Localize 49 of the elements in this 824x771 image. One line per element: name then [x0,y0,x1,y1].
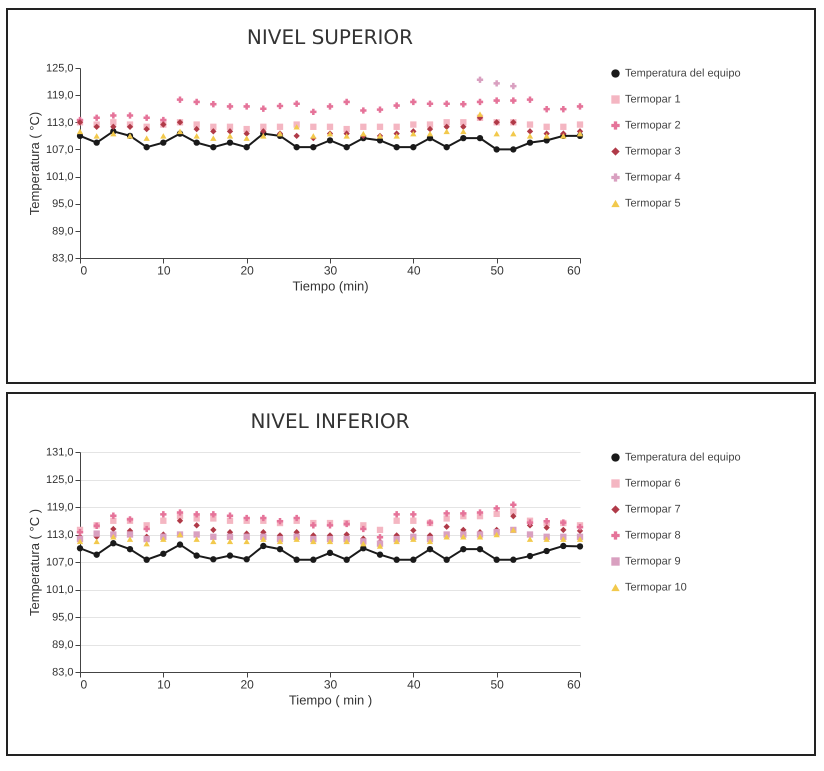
x-tick-label: 0 [80,678,88,692]
chart-title: NIVEL SUPERIOR [246,25,414,49]
y-tick-label: 107,0 [46,556,74,568]
legend-label: Termopar 2 [625,120,681,132]
legend-label: Termopar 10 [625,582,687,594]
x-tick-label: 30 [324,678,338,692]
y-tick-label: 125,0 [46,474,74,486]
y-tick-label: 119,0 [46,90,74,102]
y-tick-label: 113,0 [46,529,74,541]
legend-label: Termopar 9 [625,556,681,568]
y-tick-label: 89,0 [52,639,74,651]
y-tick-label: 89,0 [52,225,74,238]
x-tick-label: 50 [490,678,504,692]
x-tick-label: 20 [240,678,254,692]
y-tick-label: 83,0 [52,666,74,678]
legend-label: Termopar 8 [625,530,681,542]
y-tick-label: 107,0 [46,144,74,156]
y-tick-label: 113,0 [46,116,74,129]
x-tick-label: 40 [407,678,421,692]
x-tick-label: 0 [80,264,88,278]
y-tick-label: 95,0 [52,612,74,624]
y-axis-title: Temperatura ( °C ) [26,508,42,616]
legend-label: Temperatura del equipo [625,452,741,464]
legend-label: Termopar 3 [625,146,681,158]
x-axis-title: Tiempo (min) [292,278,369,294]
x-tick-label: 60 [567,678,581,692]
x-tick-label: 10 [157,264,171,278]
legend-label: Termopar 5 [625,198,681,210]
y-axis-title: Temperatura ( °C) [26,112,42,216]
y-tick-label: 83,0 [52,252,74,264]
x-tick-label: 30 [324,264,338,278]
legend-label: Temperatura del equipo [625,68,741,80]
x-axis-title: Tiempo ( min ) [288,692,372,708]
y-tick-label: 131,0 [46,446,74,458]
y-tick-label: 95,0 [52,198,74,210]
y-tick-label: 119,0 [46,502,74,514]
legend-label: Termopar 7 [625,504,681,516]
x-tick-label: 50 [490,264,504,278]
x-tick-label: 20 [240,264,254,278]
x-tick-label: 40 [407,264,421,278]
chart-title: NIVEL INFERIOR [250,409,410,433]
y-tick-label: 101,0 [46,584,74,596]
legend-label: Termopar 1 [625,94,681,106]
x-tick-label: 10 [157,678,171,692]
y-tick-label: 125,0 [46,62,74,74]
legend-label: Termopar 6 [625,478,681,490]
y-tick-label: 101,0 [46,171,74,184]
x-tick-label: 60 [567,264,581,278]
legend-label: Termopar 4 [625,172,681,184]
